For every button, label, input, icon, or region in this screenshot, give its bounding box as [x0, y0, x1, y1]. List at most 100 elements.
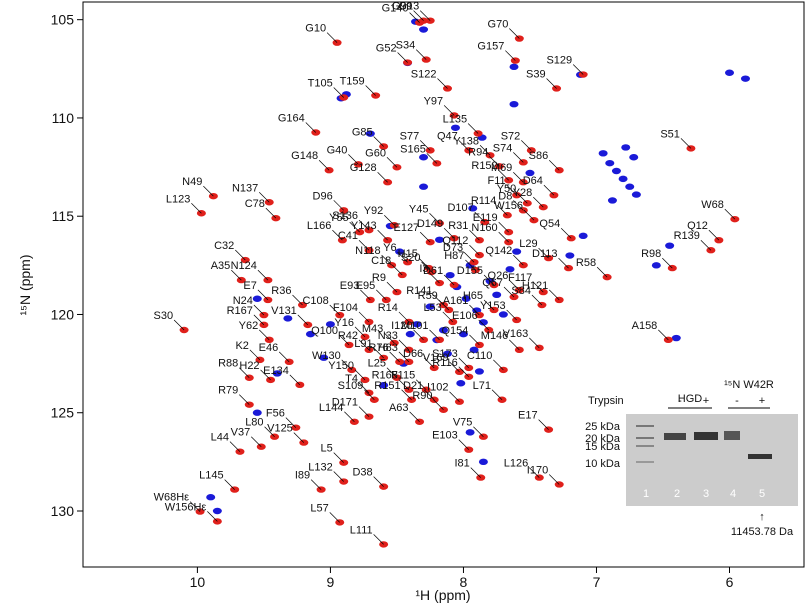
- leader-line: [384, 215, 395, 226]
- peak-label: G157: [477, 41, 504, 53]
- gel-band: [664, 433, 686, 440]
- leader-line: [474, 211, 485, 223]
- gel-text: -: [735, 395, 739, 407]
- leader-line: [426, 153, 438, 164]
- leader-line: [467, 123, 479, 134]
- leader-line: [513, 254, 524, 266]
- peak-label: L166: [307, 220, 331, 232]
- peak-label: I81: [454, 458, 469, 470]
- y-tick-label: 130: [51, 503, 75, 519]
- peak: [450, 124, 460, 131]
- peak-label: C110: [467, 350, 492, 362]
- peak: [625, 183, 635, 190]
- leader-line: [257, 289, 269, 301]
- peak-label: S129: [546, 55, 572, 67]
- leader-line: [344, 411, 355, 423]
- peak-label: T105: [308, 78, 333, 90]
- peak-label: F115: [391, 370, 415, 382]
- peak-label: L123: [166, 193, 190, 205]
- peak: [442, 350, 452, 357]
- leader-line: [443, 274, 455, 286]
- peak-label: Q67: [482, 277, 503, 289]
- leader-line: [529, 337, 540, 349]
- peak-label: N24: [233, 295, 253, 307]
- peak: [419, 183, 429, 190]
- gel-band: [636, 461, 654, 463]
- leader-line: [257, 269, 269, 281]
- leader-line: [489, 156, 500, 167]
- leader-line: [333, 87, 344, 98]
- peak-label: C32: [214, 240, 234, 252]
- leader-line: [409, 12, 420, 23]
- peak-label: R114: [471, 195, 496, 207]
- leader-line: [533, 281, 544, 293]
- leader-line: [463, 251, 475, 263]
- peak: [492, 291, 502, 299]
- leader-line: [497, 204, 508, 216]
- leader-line: [513, 152, 524, 163]
- leader-line: [264, 426, 275, 437]
- peak: [525, 169, 535, 177]
- peak-label: N118: [355, 245, 380, 257]
- y-tick-label: 120: [51, 306, 75, 322]
- leader-line: [548, 474, 560, 485]
- peak: [425, 303, 435, 310]
- leader-line: [521, 140, 532, 151]
- peak-label: W156: [494, 200, 523, 212]
- leader-line: [329, 512, 340, 523]
- peak-label: L145: [199, 470, 223, 482]
- peak-label: N49: [182, 176, 202, 188]
- leader-line: [433, 399, 444, 411]
- leader-line: [724, 208, 736, 220]
- peak-label: R116: [432, 357, 457, 369]
- peak-label: I102: [427, 382, 448, 394]
- peak-label: R76: [368, 342, 388, 354]
- leader-line: [377, 229, 388, 241]
- leader-line: [415, 379, 427, 390]
- peak-label: Y45: [409, 203, 429, 215]
- peak: [319, 354, 329, 361]
- peak-label: H83: [378, 342, 398, 354]
- peak-label: E46: [259, 342, 279, 354]
- peak-label: Y50: [497, 183, 517, 195]
- peak-label: S39: [526, 68, 546, 80]
- peak-label: I170: [527, 464, 548, 476]
- leader-line: [358, 239, 370, 251]
- gel-image: [626, 414, 798, 506]
- leader-line: [469, 334, 480, 346]
- leader-line: [483, 299, 495, 311]
- leader-line: [377, 171, 388, 183]
- peak-label: Q26: [488, 270, 509, 282]
- peak: [412, 321, 422, 328]
- peak-label: R152: [471, 160, 497, 172]
- peak: [474, 368, 484, 375]
- leader-line: [409, 411, 420, 423]
- peak-label: Y16: [334, 317, 354, 329]
- leader-line: [310, 479, 322, 490]
- peak-label: C18: [371, 255, 391, 267]
- leader-line: [708, 229, 720, 241]
- leader-line: [419, 140, 431, 151]
- leader-line: [458, 140, 470, 151]
- peak-label: I89: [295, 470, 310, 482]
- peak: [283, 315, 293, 322]
- peak-label: S34: [396, 40, 416, 52]
- peak-label: E95: [356, 280, 376, 292]
- peak-label: L144: [319, 402, 343, 414]
- leader-line: [558, 257, 569, 269]
- peak-label: V37: [231, 427, 251, 439]
- leader-line: [292, 294, 303, 306]
- peak-label: F11: [488, 175, 506, 187]
- leader-line: [189, 501, 201, 512]
- peak-label: G140: [382, 3, 409, 15]
- leader-line: [229, 441, 241, 452]
- peak: [498, 311, 508, 318]
- peak-label: R59: [418, 290, 438, 302]
- leader-line: [358, 406, 370, 417]
- peak: [618, 175, 628, 183]
- peak-label: Y97: [424, 95, 444, 107]
- leader-line: [398, 339, 410, 351]
- leader-line: [332, 229, 343, 241]
- peak-label: C108: [302, 295, 328, 307]
- peak-label: W68Hε: [154, 492, 190, 504]
